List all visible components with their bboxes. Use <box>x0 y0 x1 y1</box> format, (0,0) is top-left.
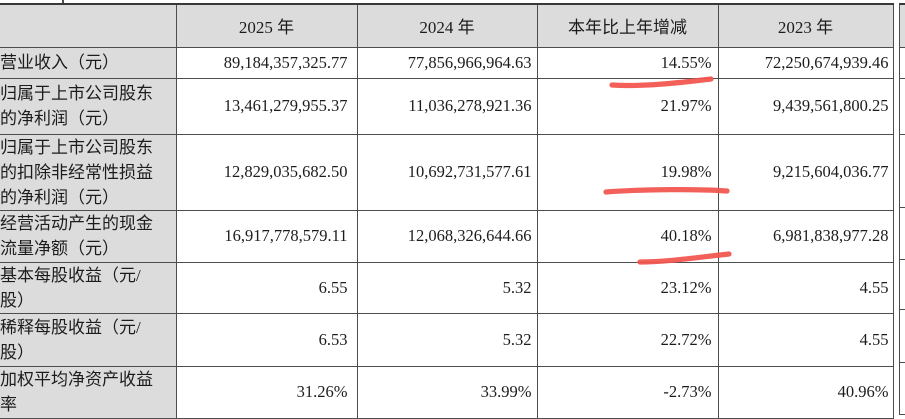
cell-change: 14.55% <box>536 46 719 79</box>
cell-2024: 10,692,731,577.61 <box>356 133 538 211</box>
header-2025: 2025 年 <box>175 3 358 48</box>
cropped-line-artifact <box>62 0 64 4</box>
row-label: 营业收入（元） <box>0 46 177 79</box>
header-2024: 2024 年 <box>356 3 538 48</box>
cell-2024: 5.32 <box>356 261 538 314</box>
cell-2023: 72,250,674,939.46 <box>717 46 894 79</box>
row-label: 经营活动产生的现金 流量净额（元） <box>0 209 177 263</box>
cell-change: 23.12% <box>536 261 719 314</box>
financial-summary-table: 2025 年 2024 年 本年比上年增减 2023 年 营业收入（元） 89,… <box>0 3 894 419</box>
cell-2024: 33.99% <box>356 365 538 419</box>
row-label: 基本每股收益（元/ 股） <box>0 261 177 314</box>
header-row: 2025 年 2024 年 本年比上年增减 2023 年 <box>0 3 894 48</box>
table-row: 归属于上市公司股东 的扣除非经常性损益 的净利润（元） 12,829,035,6… <box>0 133 894 211</box>
cell-2023: 4.55 <box>717 312 894 367</box>
cell-2025: 16,917,778,579.11 <box>175 209 358 263</box>
cell-2024: 11,036,278,921.36 <box>356 77 538 135</box>
cell-2025: 6.53 <box>175 312 358 367</box>
cell-2023: 9,215,604,036.77 <box>717 133 894 211</box>
cell-2024: 12,068,326,644.66 <box>356 209 538 263</box>
table-row: 营业收入（元） 89,184,357,325.77 77,856,966,964… <box>0 46 894 79</box>
table-row: 加权平均净资产收益 率 31.26% 33.99% -2.73% 40.96% <box>0 365 894 419</box>
cell-change: -2.73% <box>536 365 719 419</box>
table-row: 经营活动产生的现金 流量净额（元） 16,917,778,579.11 12,0… <box>0 209 894 263</box>
cell-2024: 77,856,966,964.63 <box>356 46 538 79</box>
cell-change: 19.98% <box>536 133 719 211</box>
row-label: 归属于上市公司股东 的净利润（元） <box>0 77 177 135</box>
cell-2024: 5.32 <box>356 312 538 367</box>
cell-2025: 89,184,357,325.77 <box>175 46 358 79</box>
header-2023: 2023 年 <box>717 3 894 48</box>
cropped-next-column <box>899 3 905 415</box>
row-label: 稀释每股收益（元/ 股） <box>0 312 177 367</box>
cell-2023: 4.55 <box>717 261 894 314</box>
cell-2025: 12,829,035,682.50 <box>175 133 358 211</box>
cell-change: 40.18% <box>536 209 719 263</box>
cell-change: 21.97% <box>536 77 719 135</box>
cell-2025: 31.26% <box>175 365 358 419</box>
cell-change: 22.72% <box>536 312 719 367</box>
cell-2025: 13,461,279,955.37 <box>175 77 358 135</box>
row-label: 归属于上市公司股东 的扣除非经常性损益 的净利润（元） <box>0 133 177 211</box>
cell-2025: 6.55 <box>175 261 358 314</box>
table-row: 归属于上市公司股东 的净利润（元） 13,461,279,955.37 11,0… <box>0 77 894 135</box>
cell-2023: 40.96% <box>717 365 894 419</box>
table-row: 稀释每股收益（元/ 股） 6.53 5.32 22.72% 4.55 <box>0 312 894 367</box>
table-row: 基本每股收益（元/ 股） 6.55 5.32 23.12% 4.55 <box>0 261 894 314</box>
row-label: 加权平均净资产收益 率 <box>0 365 177 419</box>
cell-2023: 6,981,838,977.28 <box>717 209 894 263</box>
header-empty <box>0 3 177 48</box>
header-change: 本年比上年增减 <box>536 3 719 48</box>
cell-2023: 9,439,561,800.25 <box>717 77 894 135</box>
